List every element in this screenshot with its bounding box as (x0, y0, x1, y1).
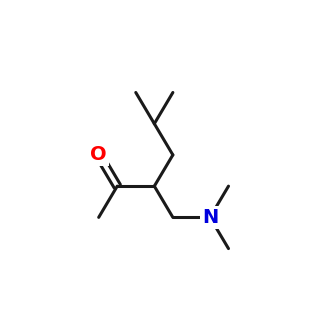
Text: O: O (91, 145, 107, 164)
Text: N: N (202, 208, 218, 227)
